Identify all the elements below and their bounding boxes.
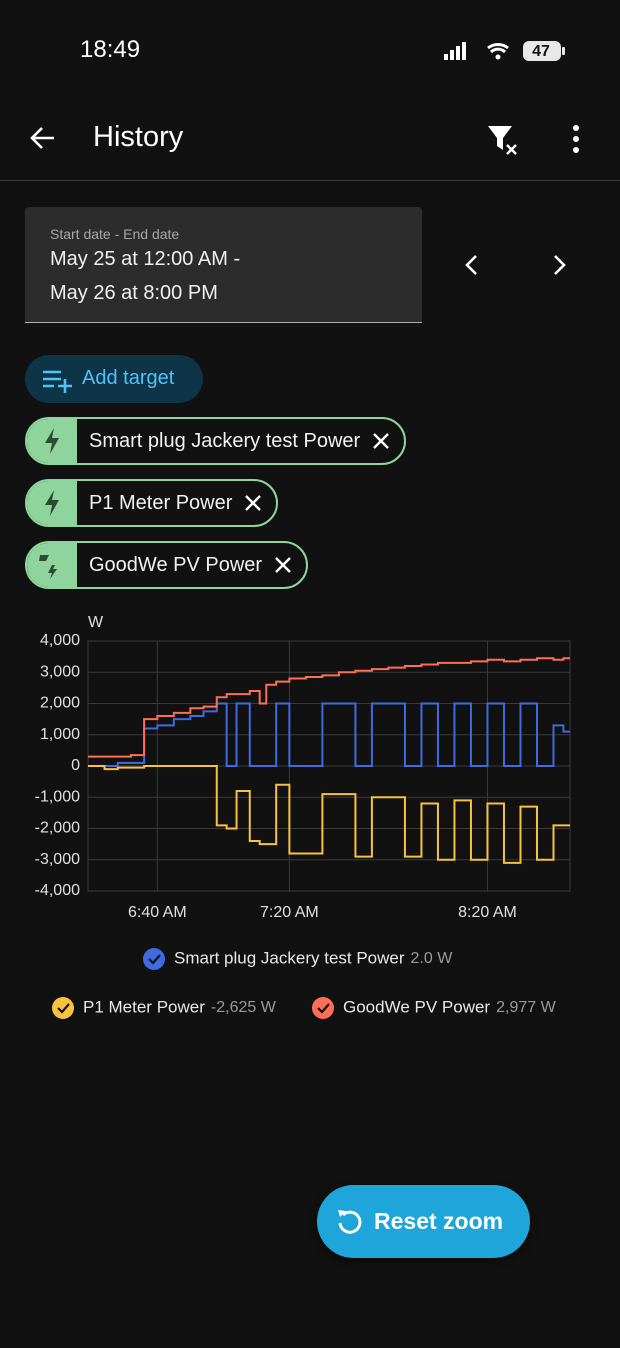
- remove-target[interactable]: [372, 432, 390, 450]
- legend-check: [52, 997, 74, 1019]
- date-range-label: Start date - End date: [50, 226, 180, 242]
- legend-item[interactable]: GoodWe PV Power 2,977 W: [312, 997, 557, 1019]
- y-tick-label: 3,000: [40, 663, 80, 680]
- legend-label: GoodWe PV Power: [343, 997, 490, 1016]
- target-chip[interactable]: GoodWe PV Power: [25, 541, 309, 589]
- reset-zoom-button[interactable]: Reset zoom: [317, 1185, 530, 1258]
- reset-icon: [338, 1210, 362, 1234]
- remove-target[interactable]: [244, 494, 262, 512]
- chip-icon: [45, 428, 59, 454]
- legend-checkmark: [148, 954, 161, 965]
- y-tick-label: -1,000: [35, 788, 80, 805]
- legend-value: 2,977 W: [496, 999, 556, 1016]
- target-name: GoodWe PV Power: [89, 553, 263, 576]
- y-tick-label: -4,000: [35, 882, 80, 899]
- y-tick-label: -2,000: [35, 820, 80, 837]
- date-range-end: May 26 at 8:00 PM: [50, 282, 218, 304]
- add-target-icon: [43, 370, 72, 393]
- y-tick-label: 2,000: [40, 695, 80, 712]
- y-axis-label: W: [88, 614, 104, 631]
- series-line: [88, 765, 570, 864]
- legend-checkmark: [57, 1003, 70, 1014]
- battery-level: 47: [532, 43, 550, 60]
- date-range-field[interactable]: Start date - End date May 25 at 12:00 AM…: [25, 207, 422, 323]
- header-divider: [0, 180, 620, 181]
- status-time: 18:49: [80, 36, 141, 63]
- target-chip[interactable]: Smart plug Jackery test Power: [25, 417, 407, 465]
- date-range-start: May 25 at 12:00 AM -: [50, 248, 241, 270]
- prev-button[interactable]: [462, 253, 482, 277]
- chip-icon: [45, 490, 59, 516]
- legend-label: P1 Meter Power: [83, 997, 205, 1016]
- menu-button[interactable]: [568, 124, 584, 154]
- legend-checkmark: [317, 1003, 330, 1014]
- chip-icon: [39, 555, 57, 579]
- next-button[interactable]: [549, 253, 569, 277]
- legend-item[interactable]: Smart plug Jackery test Power 2.0 W: [143, 948, 453, 970]
- x-tick-label: 7:20 AM: [260, 904, 319, 921]
- status-icons: 47: [444, 41, 565, 61]
- series-line: [88, 702, 570, 767]
- target-chip[interactable]: P1 Meter Power: [25, 479, 279, 527]
- remove-target[interactable]: [274, 556, 292, 574]
- legend-check: [143, 948, 165, 970]
- legend-value: -2,625 W: [211, 999, 277, 1016]
- header-title: History: [93, 121, 184, 153]
- y-tick-label: 0: [71, 757, 80, 774]
- x-tick-label: 6:40 AM: [128, 904, 187, 921]
- add-target-button[interactable]: Add target: [25, 355, 203, 403]
- target-name: Smart plug Jackery test Power: [89, 429, 361, 452]
- y-tick-label: 4,000: [40, 632, 80, 649]
- y-tick-label: -3,000: [35, 851, 80, 868]
- x-tick-label: 8:20 AM: [458, 904, 517, 921]
- legend-value: 2.0 W: [411, 950, 454, 967]
- legend-label: Smart plug Jackery test Power: [174, 948, 405, 967]
- y-tick-label: 1,000: [40, 726, 80, 743]
- legend-check: [312, 997, 334, 1019]
- chart: W 4,000 3,000 2,000 1,000 0 -1,000 -2,000 -3,00…: [35, 614, 571, 1019]
- add-target-label: Add target: [82, 367, 175, 389]
- clear-filter-button[interactable]: [486, 124, 522, 156]
- series-line: [88, 657, 570, 758]
- legend-item[interactable]: P1 Meter Power -2,625 W: [52, 997, 277, 1019]
- target-name: P1 Meter Power: [89, 491, 233, 514]
- back-button[interactable]: [28, 124, 58, 154]
- reset-zoom-label: Reset zoom: [374, 1208, 504, 1234]
